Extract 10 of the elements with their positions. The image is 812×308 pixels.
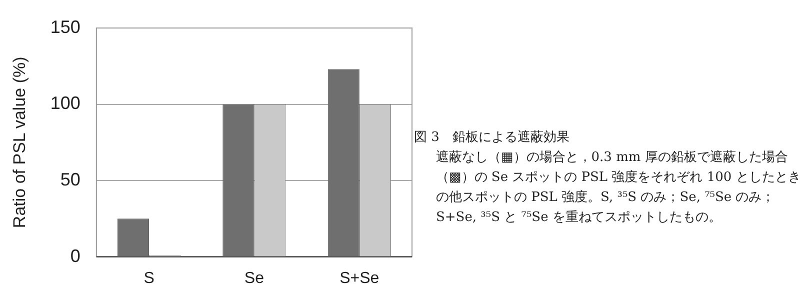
- y-axis-title: Ratio of PSL value (%): [10, 56, 29, 228]
- x-tick-label: Se: [244, 270, 264, 287]
- y-tick-label: 50: [60, 170, 80, 190]
- x-tick-label: S+Se: [340, 270, 380, 287]
- text: 図 3 鉛板による遮蔽効果: [414, 129, 570, 147]
- y-tick-label: 150: [50, 16, 80, 37]
- x-tick-label: S: [144, 270, 154, 287]
- y-tick-label: 100: [50, 93, 80, 114]
- y-tick-label: 0: [70, 246, 80, 266]
- text: 遮蔽なし（▦）の場合と，0.3 mm 厚の鉛板で遮蔽した場合（▩）の Se スポットの PSL 強度をそれぞれ 100 としたときの他スポットの PSL 強度。S, ³⁵S のみ；Se, ⁷⁵Se のみ；S+Se, ³⁵S と ⁷⁵Se を重ねてスポットしたもの。: [436, 149, 802, 227]
